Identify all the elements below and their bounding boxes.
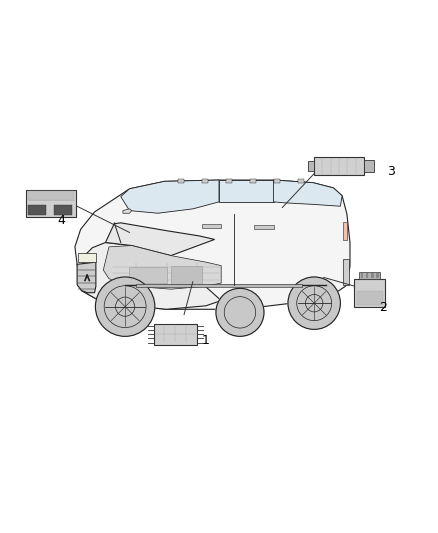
Polygon shape [103,246,221,289]
Text: 2: 2 [379,302,387,314]
Bar [357,290,383,305]
Circle shape [288,277,340,329]
Polygon shape [219,180,274,202]
Bar [343,222,347,240]
Bar [364,160,374,172]
Text: 3: 3 [387,165,395,178]
Bar [226,179,232,183]
Bar [28,205,46,215]
Bar [28,191,74,200]
Bar [78,253,96,262]
Bar [54,205,72,215]
Bar [250,179,256,183]
Bar [314,157,364,175]
Polygon shape [121,180,219,213]
Bar [343,259,349,285]
Bar [297,179,304,183]
Bar [254,225,274,229]
Polygon shape [274,180,342,206]
Polygon shape [81,243,221,309]
Bar [354,279,385,307]
Bar [201,224,221,228]
Bar [153,324,197,345]
Polygon shape [123,209,132,213]
Bar [177,179,184,183]
Bar [360,272,380,279]
Bar [201,179,208,183]
Polygon shape [106,223,215,256]
Text: 4: 4 [57,214,65,227]
Bar [136,284,302,287]
Text: 1: 1 [202,334,210,347]
Bar [308,161,314,171]
Bar [274,179,280,183]
Polygon shape [77,262,96,293]
Bar [371,273,374,278]
Bar [376,273,379,278]
Polygon shape [75,180,350,309]
Circle shape [216,288,264,336]
Bar [26,190,76,217]
FancyBboxPatch shape [130,268,166,282]
Circle shape [95,277,155,336]
Bar [366,273,368,278]
FancyBboxPatch shape [171,265,201,284]
Bar [361,273,363,278]
